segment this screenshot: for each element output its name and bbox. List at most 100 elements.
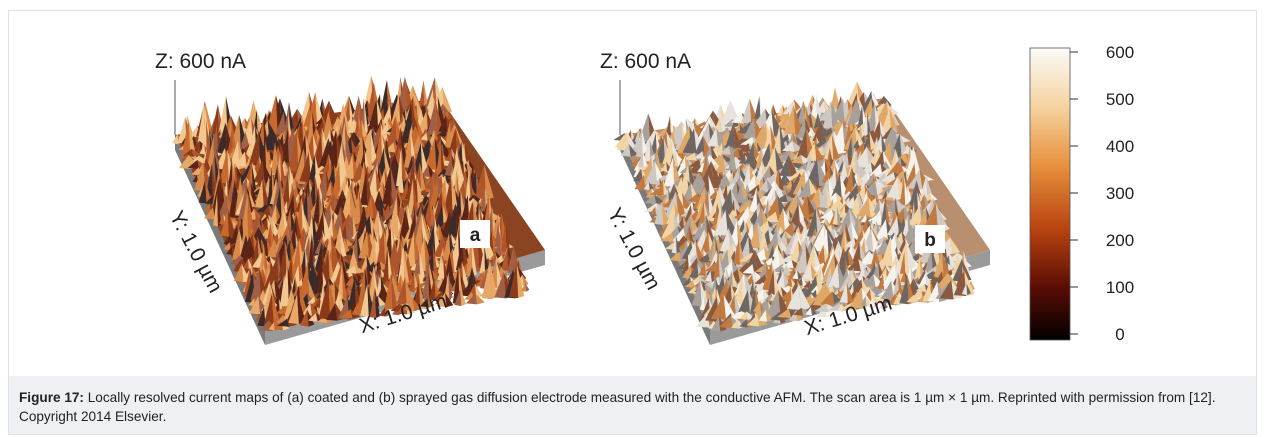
- surface-peak: [866, 112, 872, 139]
- colorbar-tick-label: 600: [1106, 43, 1134, 62]
- surface-peak: [849, 192, 861, 218]
- surface-peak: [275, 111, 286, 136]
- surface-peak: [738, 289, 750, 314]
- surface-peak: [748, 221, 760, 249]
- surface-peak: [798, 284, 811, 311]
- surface-peak: [419, 80, 425, 107]
- surface-peak: [704, 270, 712, 282]
- surface-peak: [191, 148, 201, 157]
- surface-peak: [182, 148, 194, 157]
- surface-peak: [206, 163, 213, 196]
- surface-peak: [893, 292, 901, 306]
- surface-peak: [844, 160, 849, 182]
- surface-peak: [437, 259, 445, 282]
- surface-peak: [747, 184, 752, 199]
- surface-peak: [740, 236, 750, 259]
- surface-peak: [754, 274, 768, 285]
- surface-peak: [390, 214, 399, 238]
- surface-peak: [637, 151, 644, 169]
- surface-peak: [793, 105, 803, 135]
- surface-peak: [645, 188, 653, 199]
- surface-peak: [194, 161, 206, 192]
- surface-peak: [801, 263, 813, 280]
- surface-peak: [307, 296, 316, 305]
- surface-peak: [713, 252, 720, 281]
- surface-peak: [396, 302, 408, 315]
- surface-peak: [307, 309, 315, 327]
- surface-peak: [489, 260, 498, 300]
- surface-peak: [687, 286, 697, 295]
- surface-peak: [416, 175, 424, 204]
- surface-peak: [738, 237, 745, 265]
- surface-peak: [770, 311, 782, 321]
- surface-peak: [363, 97, 368, 135]
- surface-peak: [248, 298, 256, 307]
- surface-peak: [507, 245, 515, 274]
- surface-peak: [729, 311, 744, 320]
- panel-tag: a: [470, 225, 481, 246]
- surface-peak: [906, 241, 918, 271]
- surface-peak: [700, 231, 710, 253]
- surface-peak: [347, 277, 357, 309]
- surface-peak: [695, 253, 711, 263]
- surface-peak: [481, 260, 492, 300]
- surface-peak: [206, 135, 215, 172]
- surface-peak: [788, 203, 801, 230]
- surface-peak: [889, 108, 898, 134]
- surface-peak: [358, 231, 369, 259]
- surface-peak: [412, 297, 422, 312]
- surface-peak: [758, 310, 768, 322]
- afm-panel: Z: 600 nAY: 1.0 µmX: 1.0 µma: [155, 50, 545, 345]
- z-label: Z: 600 nA: [155, 50, 246, 73]
- surface-peak: [396, 274, 402, 292]
- surface-peak: [500, 249, 509, 271]
- surface-peak: [873, 198, 881, 214]
- surface-peak: [217, 192, 222, 227]
- surface-peak: [779, 124, 787, 154]
- surface-peak: [288, 130, 299, 172]
- surface-peak: [899, 274, 909, 305]
- surface-peak: [420, 132, 428, 141]
- surface-peak: [509, 262, 519, 298]
- surface-peak: [852, 139, 860, 149]
- surface-peak: [345, 274, 355, 287]
- surface-peak: [874, 219, 889, 241]
- surface-peak: [738, 142, 751, 153]
- surface-peak: [742, 118, 757, 140]
- surface-peak: [413, 279, 421, 306]
- surface-peak: [693, 135, 705, 157]
- surface-peak: [374, 287, 381, 319]
- caption: Figure 17: Locally resolved current maps…: [9, 376, 1256, 434]
- surface-peak: [856, 172, 865, 187]
- surface-peak: [277, 318, 290, 327]
- surface-peak: [344, 265, 357, 274]
- surface-peak: [886, 176, 900, 199]
- surface-peak: [731, 269, 738, 290]
- surface-peak: [906, 294, 916, 303]
- surface-peak: [444, 271, 450, 300]
- surface-peak: [630, 129, 635, 141]
- surface-peak: [291, 264, 300, 288]
- surface-peak: [643, 139, 651, 162]
- surface-peak: [250, 266, 261, 302]
- surface-peak: [352, 190, 361, 225]
- surface-peak: [908, 205, 922, 226]
- surface-peak: [763, 147, 778, 176]
- surface-peak: [398, 208, 407, 243]
- surface-peak: [816, 93, 822, 120]
- surface-peak: [654, 201, 664, 225]
- surface-peak: [243, 257, 249, 270]
- surface-peak: [418, 110, 429, 132]
- surface-peak: [315, 297, 322, 309]
- surface-peak: [328, 100, 339, 124]
- surface-peak: [697, 201, 706, 229]
- surface-peak: [739, 311, 749, 320]
- surface-peak: [796, 128, 808, 159]
- surface-peak: [753, 108, 768, 128]
- surface-peak: [403, 244, 410, 285]
- surface-peak: [339, 225, 347, 258]
- surface-peak: [786, 284, 802, 311]
- surface-peak: [774, 207, 785, 233]
- surface-peak: [900, 157, 907, 168]
